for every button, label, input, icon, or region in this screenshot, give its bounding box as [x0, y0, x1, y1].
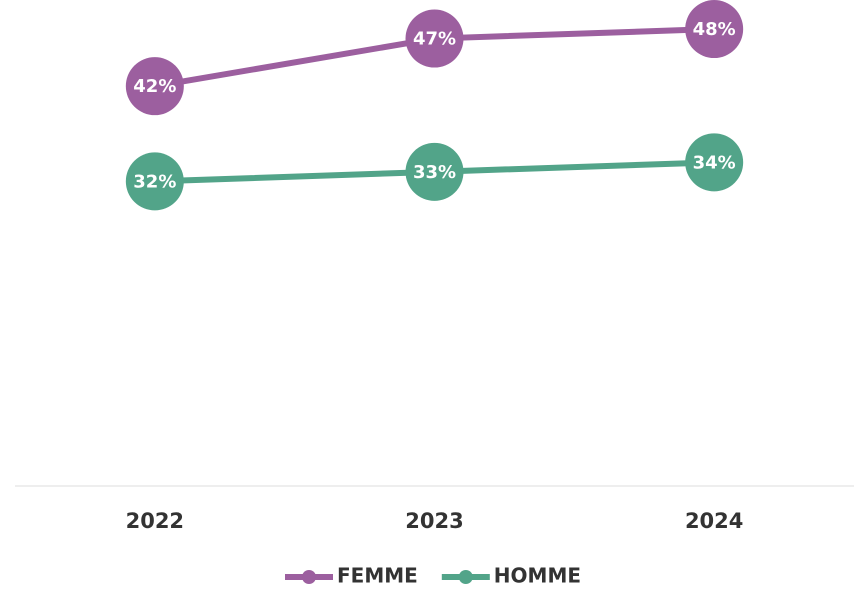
data-point [685, 133, 744, 192]
data-point [405, 9, 464, 68]
x-tick-label: 2023 [405, 509, 463, 533]
data-label: 34% [693, 152, 736, 173]
legend-marker [458, 570, 473, 584]
data-point [405, 142, 464, 201]
data-label: 48% [693, 19, 736, 40]
x-tick-label: 2024 [685, 509, 743, 533]
legend-label: HOMME [494, 564, 581, 588]
x-tick-label: 2022 [126, 509, 184, 533]
legend-marker [302, 570, 316, 584]
data-label: 32% [133, 171, 176, 192]
data-label: 33% [413, 162, 456, 183]
legend-label: FEMME [337, 564, 418, 588]
data-point [125, 152, 184, 211]
data-label: 47% [413, 29, 456, 50]
data-label: 42% [133, 76, 176, 97]
data-point [125, 57, 184, 116]
data-point [685, 0, 744, 59]
